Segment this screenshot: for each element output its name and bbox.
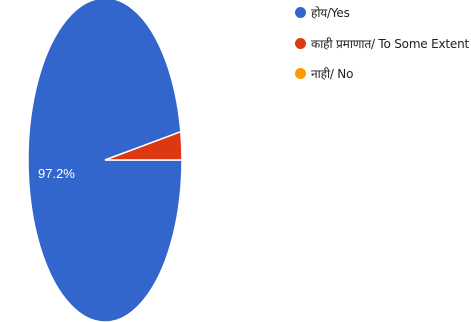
legend-swatch-no [295, 67, 306, 79]
legend-swatch-to-some-extent [295, 37, 306, 49]
pie-slice-to-some-extent[interactable] [104, 130, 183, 161]
legend-label-yes: होय/Yes [311, 5, 350, 20]
legend-label-to-some-extent: काही प्रमाणात/ To Some Extent [311, 36, 469, 51]
pie-slices [27, 0, 183, 322]
data-label-yes: 97.2% [38, 166, 75, 181]
legend-item-yes[interactable]: होय/Yes [295, 3, 469, 21]
legend-item-to-some-extent[interactable]: काही प्रमाणात/ To Some Extent [295, 34, 469, 52]
legend-label-no: नाही/ No [311, 66, 354, 81]
chart-legend: होय/Yes काही प्रमाणात/ To Some Extent ना… [295, 3, 469, 95]
pie-slice-yes[interactable] [27, 0, 183, 322]
legend-swatch-yes [295, 6, 306, 18]
legend-item-no[interactable]: नाही/ No [295, 64, 469, 82]
pie-data-labels: 97.2% [38, 166, 75, 181]
